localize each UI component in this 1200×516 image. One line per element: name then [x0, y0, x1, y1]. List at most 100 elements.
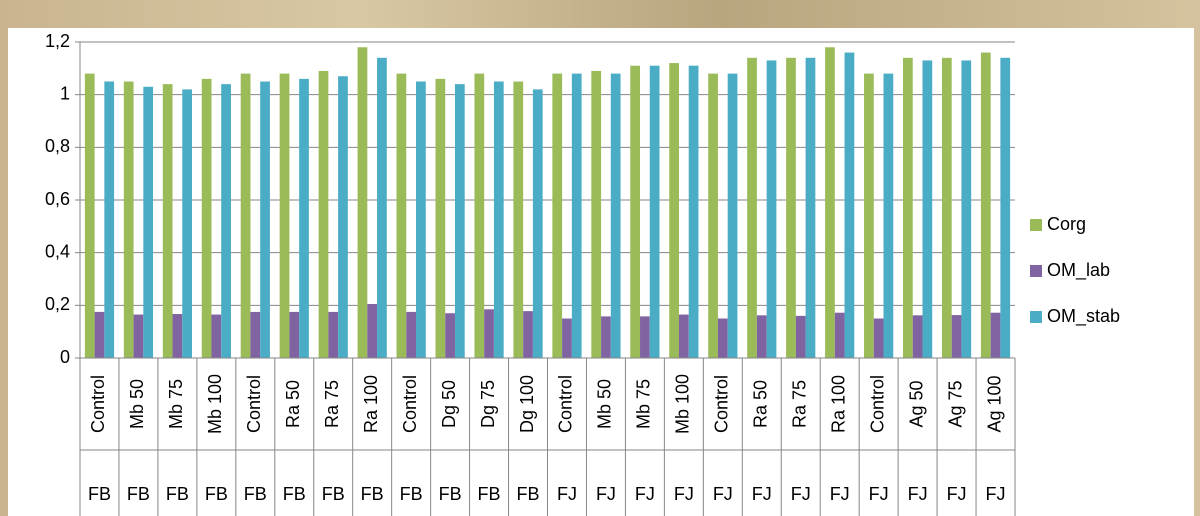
x-tick-label: Ag 100: [984, 375, 1004, 432]
bar: [523, 311, 533, 358]
x-group-label: FJ: [869, 484, 889, 504]
x-group-label: FB: [88, 484, 111, 504]
bar: [173, 314, 183, 358]
bar: [601, 316, 611, 358]
bar: [708, 74, 718, 358]
x-tick-label: Dg 100: [517, 375, 537, 433]
bar: [991, 313, 1001, 358]
x-tick-label: Ra 100: [828, 375, 848, 433]
bar: [533, 89, 543, 358]
bar: [728, 74, 738, 358]
bar: [416, 82, 426, 359]
bar: [650, 66, 660, 358]
bar: [134, 315, 144, 358]
x-tick-label: Control: [556, 375, 576, 433]
x-group-label: FJ: [908, 484, 928, 504]
bar: [942, 58, 952, 358]
legend-label: OM_lab: [1047, 260, 1110, 281]
bar: [397, 74, 407, 358]
y-tick-label: 0: [60, 347, 70, 367]
x-group-label: FB: [127, 484, 150, 504]
x-group-label: FJ: [596, 484, 616, 504]
x-group-label: FJ: [791, 484, 811, 504]
x-group-label: FB: [283, 484, 306, 504]
bar: [474, 74, 484, 358]
bar: [552, 74, 562, 358]
x-group-label: FB: [244, 484, 267, 504]
x-tick-label: Control: [400, 375, 420, 433]
x-group-label: FJ: [947, 484, 967, 504]
bar: [358, 47, 368, 358]
bar: [124, 82, 134, 359]
bar: [922, 60, 932, 358]
x-tick-label: Ag 50: [906, 380, 926, 427]
x-tick-label: Dg 50: [439, 380, 459, 428]
bar: [718, 319, 728, 359]
bar: [572, 74, 582, 358]
x-group-label: FB: [205, 484, 228, 504]
bar: [319, 71, 329, 358]
x-group-label: FJ: [635, 484, 655, 504]
bar: [835, 313, 845, 358]
bar: [211, 315, 221, 358]
bar: [757, 315, 767, 358]
bar: [328, 312, 338, 358]
bar: [221, 84, 231, 358]
bar: [143, 87, 153, 358]
bar: [250, 312, 260, 358]
x-group-label: FB: [166, 484, 189, 504]
bar: [913, 315, 923, 358]
bar: [767, 60, 777, 358]
x-tick-label: Mb 50: [127, 379, 147, 429]
y-tick-label: 1,2: [45, 31, 70, 51]
bar: [445, 313, 455, 358]
bar: [747, 58, 757, 358]
x-tick-label: Dg 75: [478, 380, 498, 428]
legend-label: OM_stab: [1047, 306, 1120, 327]
bar: [864, 74, 874, 358]
bar: [786, 58, 796, 358]
bar: [669, 63, 679, 358]
x-tick-label: Ra 50: [751, 380, 771, 428]
background: 00,20,40,60,811,2ControlFBMb 50FBMb 75FB…: [0, 0, 1200, 516]
bar: [182, 89, 192, 358]
bar: [845, 53, 855, 358]
bar: [952, 315, 962, 358]
bar: [611, 74, 621, 358]
bar: [903, 58, 913, 358]
bar: [1000, 58, 1010, 358]
x-tick-label: Mb 50: [595, 379, 615, 429]
bar: [981, 53, 991, 358]
y-tick-label: 0,6: [45, 189, 70, 209]
bar: [338, 76, 348, 358]
x-group-label: FB: [361, 484, 384, 504]
bar: [163, 84, 173, 358]
bar: [367, 304, 377, 358]
x-tick-label: Ag 75: [945, 380, 965, 427]
x-group-label: FB: [517, 484, 540, 504]
bar: [85, 74, 95, 358]
x-tick-label: Control: [867, 375, 887, 433]
x-tick-label: Ra 75: [322, 380, 342, 428]
bar: [640, 316, 650, 358]
bar: [825, 47, 835, 358]
x-group-label: FJ: [986, 484, 1006, 504]
bar: [435, 79, 445, 358]
x-group-label: FB: [478, 484, 501, 504]
bar: [796, 316, 806, 358]
bar: [513, 82, 523, 359]
bar: [289, 312, 299, 358]
x-tick-label: Mb 75: [634, 379, 654, 429]
bar: [95, 312, 105, 358]
chart: 00,20,40,60,811,2ControlFBMb 50FBMb 75FB…: [0, 0, 1200, 516]
bar: [806, 58, 816, 358]
x-tick-label: Ra 50: [283, 380, 303, 428]
bar: [961, 60, 971, 358]
legend-swatch: [1030, 311, 1042, 323]
bar: [591, 71, 601, 358]
x-tick-label: Ra 75: [789, 380, 809, 428]
bar: [377, 58, 387, 358]
x-group-label: FJ: [752, 484, 772, 504]
bar: [299, 79, 309, 358]
bar: [874, 319, 884, 359]
